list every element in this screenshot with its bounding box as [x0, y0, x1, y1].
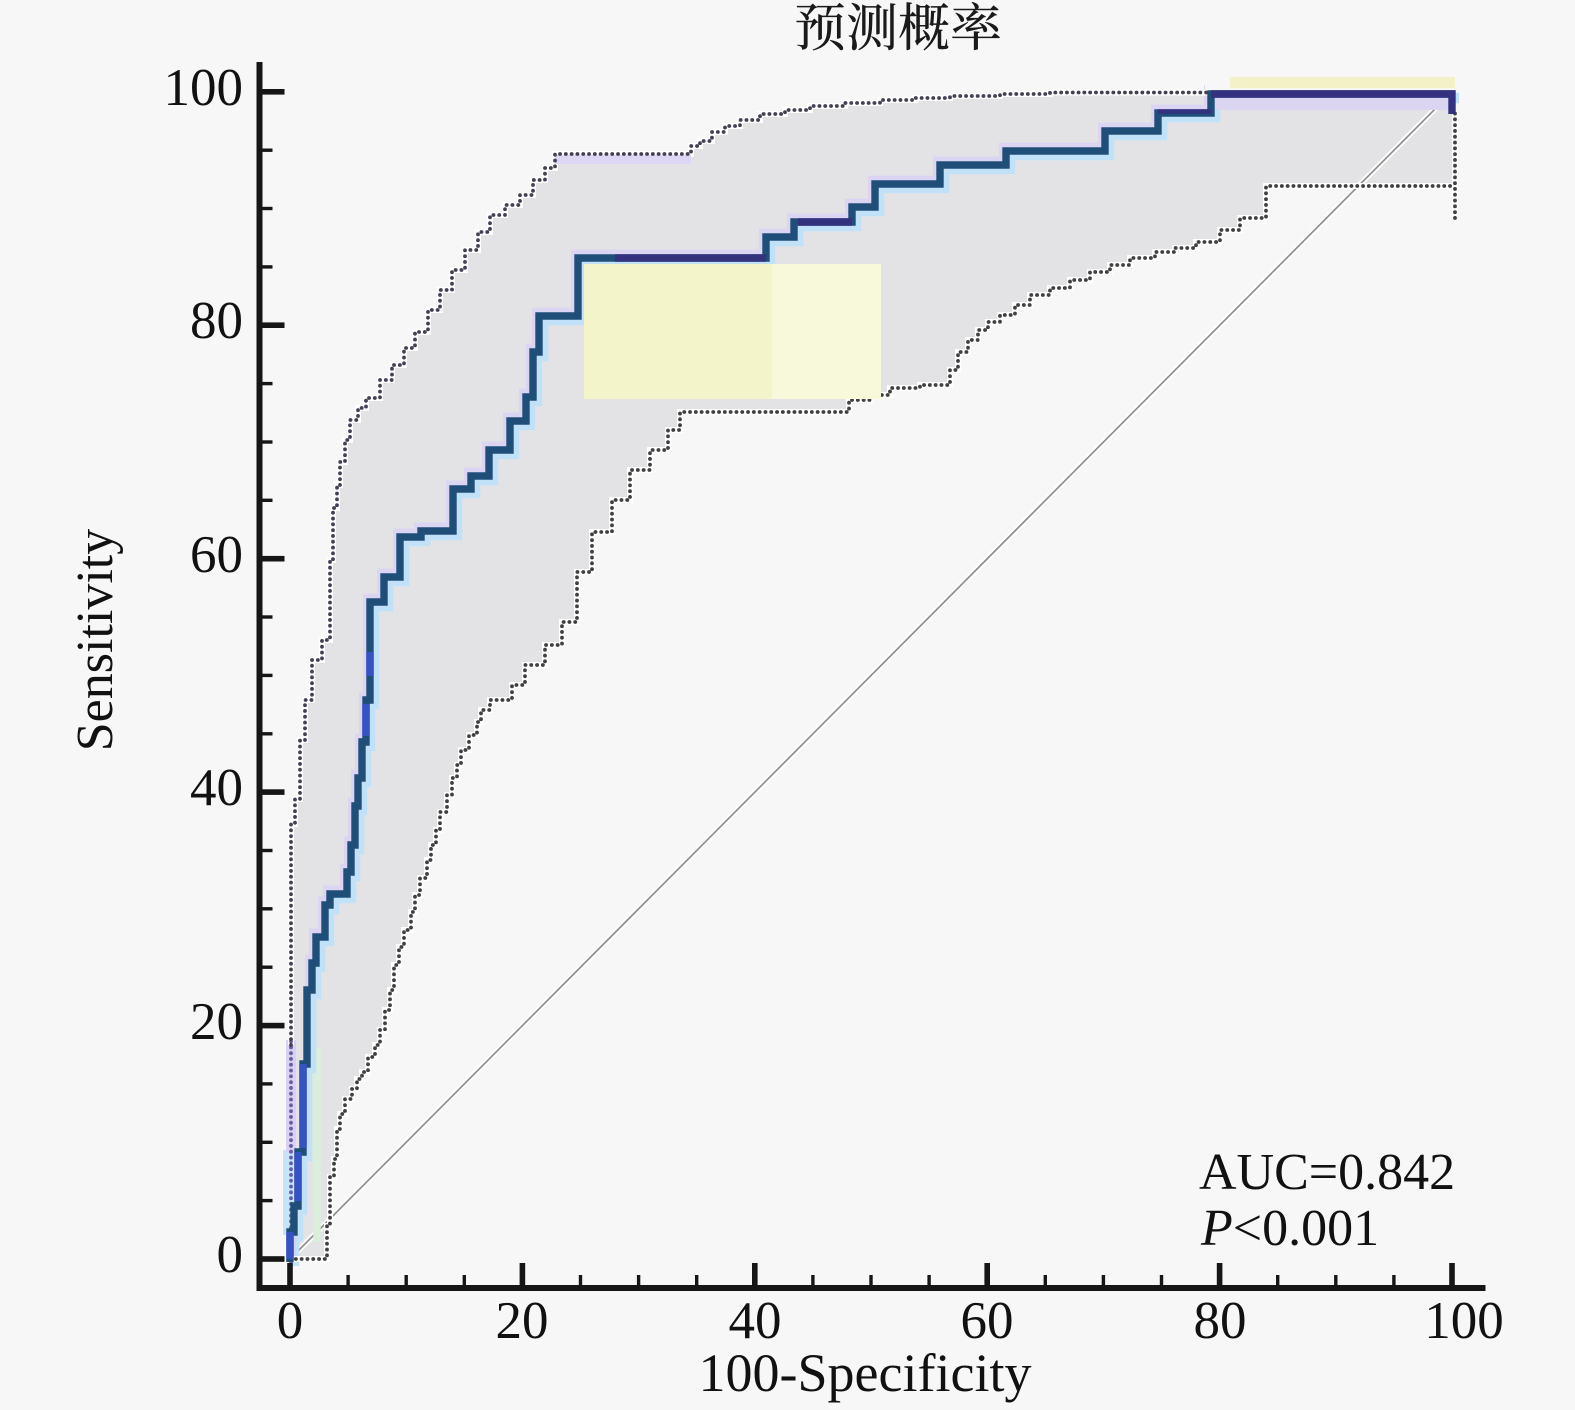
- svg-text:0: 0: [217, 1226, 244, 1284]
- svg-text:60: 60: [190, 526, 243, 584]
- svg-text:60: 60: [961, 1292, 1014, 1350]
- svg-text:100-Specificity: 100-Specificity: [699, 1343, 1032, 1403]
- svg-text:80: 80: [190, 292, 243, 350]
- svg-text:40: 40: [729, 1292, 782, 1350]
- svg-text:Sensitivity: Sensitivity: [67, 529, 124, 751]
- svg-text:100: 100: [164, 59, 244, 117]
- svg-text:P<0.001: P<0.001: [1200, 1200, 1379, 1257]
- svg-text:80: 80: [1194, 1292, 1247, 1350]
- svg-text:0: 0: [277, 1292, 304, 1350]
- svg-text:100: 100: [1424, 1292, 1504, 1350]
- svg-text:20: 20: [190, 993, 243, 1051]
- svg-text:AUC=0.842: AUC=0.842: [1199, 1144, 1455, 1201]
- svg-text:40: 40: [190, 759, 243, 817]
- svg-text:20: 20: [496, 1292, 549, 1350]
